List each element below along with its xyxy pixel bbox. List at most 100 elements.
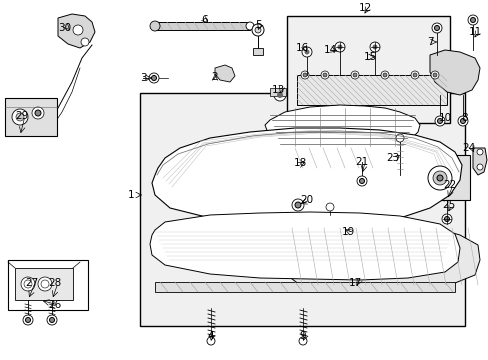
Text: 30: 30 bbox=[59, 23, 71, 33]
Text: 6: 6 bbox=[201, 15, 208, 25]
Bar bbox=[296, 75, 446, 105]
Circle shape bbox=[436, 175, 442, 181]
Circle shape bbox=[16, 113, 24, 121]
Circle shape bbox=[320, 71, 328, 79]
Circle shape bbox=[323, 73, 326, 77]
Circle shape bbox=[430, 71, 438, 79]
Bar bbox=[285, 200, 306, 210]
Bar bbox=[140, 93, 464, 326]
Circle shape bbox=[41, 280, 49, 288]
Circle shape bbox=[350, 71, 358, 79]
Circle shape bbox=[304, 49, 309, 54]
Text: 24: 24 bbox=[462, 143, 475, 153]
Text: 9: 9 bbox=[299, 331, 305, 341]
Bar bbox=[15, 268, 73, 300]
Text: 7: 7 bbox=[426, 37, 432, 47]
Circle shape bbox=[432, 73, 436, 77]
Text: 14: 14 bbox=[323, 45, 336, 55]
Polygon shape bbox=[215, 65, 235, 82]
Text: 2: 2 bbox=[211, 72, 218, 82]
Text: 20: 20 bbox=[300, 195, 313, 205]
Circle shape bbox=[444, 216, 448, 221]
Polygon shape bbox=[429, 50, 479, 95]
Circle shape bbox=[434, 26, 439, 31]
Text: 10: 10 bbox=[438, 113, 450, 123]
Bar bbox=[8, 260, 88, 310]
Circle shape bbox=[23, 315, 33, 325]
Circle shape bbox=[303, 73, 306, 77]
Text: 28: 28 bbox=[48, 278, 61, 288]
Text: 27: 27 bbox=[25, 278, 39, 288]
Circle shape bbox=[441, 214, 451, 224]
Circle shape bbox=[431, 23, 441, 33]
Circle shape bbox=[12, 109, 28, 125]
Circle shape bbox=[395, 134, 403, 142]
Circle shape bbox=[21, 277, 35, 291]
Polygon shape bbox=[285, 148, 384, 168]
Text: 26: 26 bbox=[48, 300, 61, 310]
Circle shape bbox=[150, 21, 160, 31]
Polygon shape bbox=[150, 212, 459, 280]
Circle shape bbox=[25, 318, 30, 323]
Circle shape bbox=[38, 277, 52, 291]
Circle shape bbox=[380, 71, 388, 79]
Circle shape bbox=[434, 116, 444, 126]
Circle shape bbox=[276, 92, 283, 98]
Bar bbox=[252, 48, 263, 55]
Bar bbox=[155, 22, 249, 30]
Text: 16: 16 bbox=[295, 43, 308, 53]
Circle shape bbox=[460, 118, 465, 123]
Circle shape bbox=[427, 166, 451, 190]
Text: 29: 29 bbox=[15, 111, 29, 121]
Polygon shape bbox=[283, 224, 479, 290]
Circle shape bbox=[410, 71, 418, 79]
Text: 22: 22 bbox=[443, 180, 456, 190]
Circle shape bbox=[437, 118, 442, 123]
Text: 5: 5 bbox=[254, 20, 261, 30]
Text: 21: 21 bbox=[355, 157, 368, 167]
Circle shape bbox=[369, 42, 379, 52]
Circle shape bbox=[352, 73, 356, 77]
Text: 8: 8 bbox=[461, 113, 468, 123]
Circle shape bbox=[254, 27, 261, 33]
Circle shape bbox=[273, 89, 285, 101]
Circle shape bbox=[432, 171, 446, 185]
Bar bbox=[319, 215, 364, 240]
Circle shape bbox=[334, 42, 345, 52]
Circle shape bbox=[372, 45, 377, 49]
Circle shape bbox=[302, 47, 311, 57]
Bar bbox=[409, 155, 469, 200]
Text: 3: 3 bbox=[140, 73, 146, 83]
Text: 4: 4 bbox=[207, 331, 214, 341]
Text: 18: 18 bbox=[293, 158, 306, 168]
Circle shape bbox=[298, 337, 306, 345]
Circle shape bbox=[469, 18, 474, 22]
Text: 15: 15 bbox=[363, 52, 376, 62]
Bar bbox=[286, 16, 449, 123]
Circle shape bbox=[356, 176, 366, 186]
Polygon shape bbox=[472, 148, 486, 175]
Text: 25: 25 bbox=[442, 200, 455, 210]
Text: 19: 19 bbox=[341, 227, 354, 237]
Circle shape bbox=[47, 315, 57, 325]
Circle shape bbox=[206, 337, 215, 345]
Polygon shape bbox=[155, 282, 454, 292]
Circle shape bbox=[294, 202, 301, 208]
Circle shape bbox=[245, 22, 253, 30]
Circle shape bbox=[382, 73, 386, 77]
Bar bbox=[5, 98, 57, 136]
Circle shape bbox=[301, 71, 308, 79]
Circle shape bbox=[291, 199, 304, 211]
Circle shape bbox=[49, 318, 54, 323]
Text: 17: 17 bbox=[347, 278, 361, 288]
Circle shape bbox=[412, 73, 416, 77]
Text: 1: 1 bbox=[127, 190, 134, 200]
Circle shape bbox=[476, 149, 482, 155]
Circle shape bbox=[251, 24, 264, 36]
Text: 11: 11 bbox=[468, 27, 481, 37]
Bar bbox=[269, 88, 285, 96]
Text: 23: 23 bbox=[386, 153, 399, 163]
Circle shape bbox=[476, 164, 482, 170]
Circle shape bbox=[149, 73, 159, 83]
Circle shape bbox=[467, 15, 477, 25]
